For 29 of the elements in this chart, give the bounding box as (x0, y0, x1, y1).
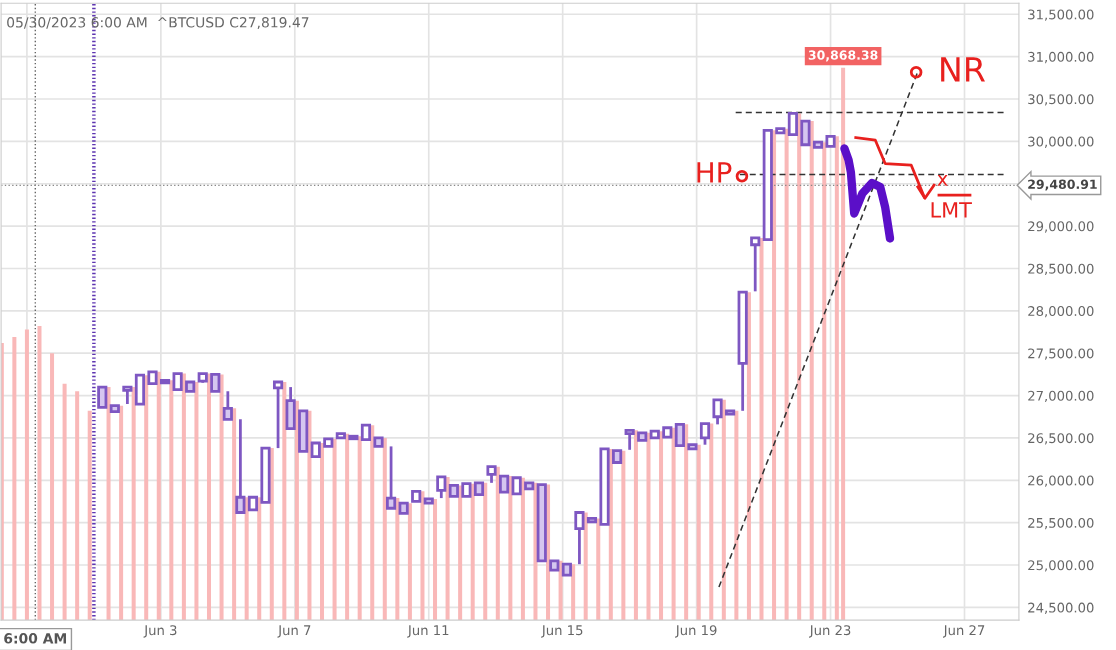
y-tick-label: 30,000.00 (1028, 136, 1094, 148)
y-tick-label: 31,500.00 (1028, 9, 1094, 21)
y-tick-label: 24,500.00 (1028, 602, 1094, 614)
y-tick-label: 30,500.00 (1028, 94, 1094, 106)
x-tick-label: Jun 7 (277, 625, 311, 638)
x-tick-label: Jun 11 (407, 625, 449, 638)
x-tick-label: Jun 3 (143, 625, 177, 638)
annotation: LMT (931, 202, 972, 218)
data-label: 30,868.38 (808, 50, 878, 62)
x-tick-label: Jun 23 (809, 625, 851, 638)
ref-line-label: 6:00 AM (4, 633, 66, 644)
y-tick-label: 27,500.00 (1028, 348, 1094, 360)
x-tick-label: Jun 15 (541, 625, 583, 638)
y-tick-label: 31,000.00 (1028, 51, 1094, 64)
x-tick-label: Jun 19 (675, 625, 717, 638)
y-tick-label: 25,500.00 (1028, 517, 1094, 530)
x-tick-label: Jun 27 (943, 625, 985, 638)
annotation: x (937, 175, 948, 186)
y-tick-label: 27,000.00 (1028, 390, 1094, 403)
y-tick-label: 25,000.00 (1028, 560, 1094, 572)
annotation: HP (697, 162, 732, 183)
text: 05/30/2023 6:00 AM ^BTCUSD C27,819.47 (7, 17, 309, 29)
y-tick-label: 28,500.00 (1028, 263, 1094, 276)
annotation: NR (941, 57, 985, 82)
ref-line-label: 29,480.91 (1028, 179, 1097, 191)
y-tick-label: 26,500.00 (1028, 433, 1094, 445)
y-tick-label: 29,000.00 (1028, 221, 1094, 233)
y-tick-label: 28,000.00 (1028, 306, 1094, 318)
y-tick-label: 26,000.00 (1028, 475, 1094, 487)
